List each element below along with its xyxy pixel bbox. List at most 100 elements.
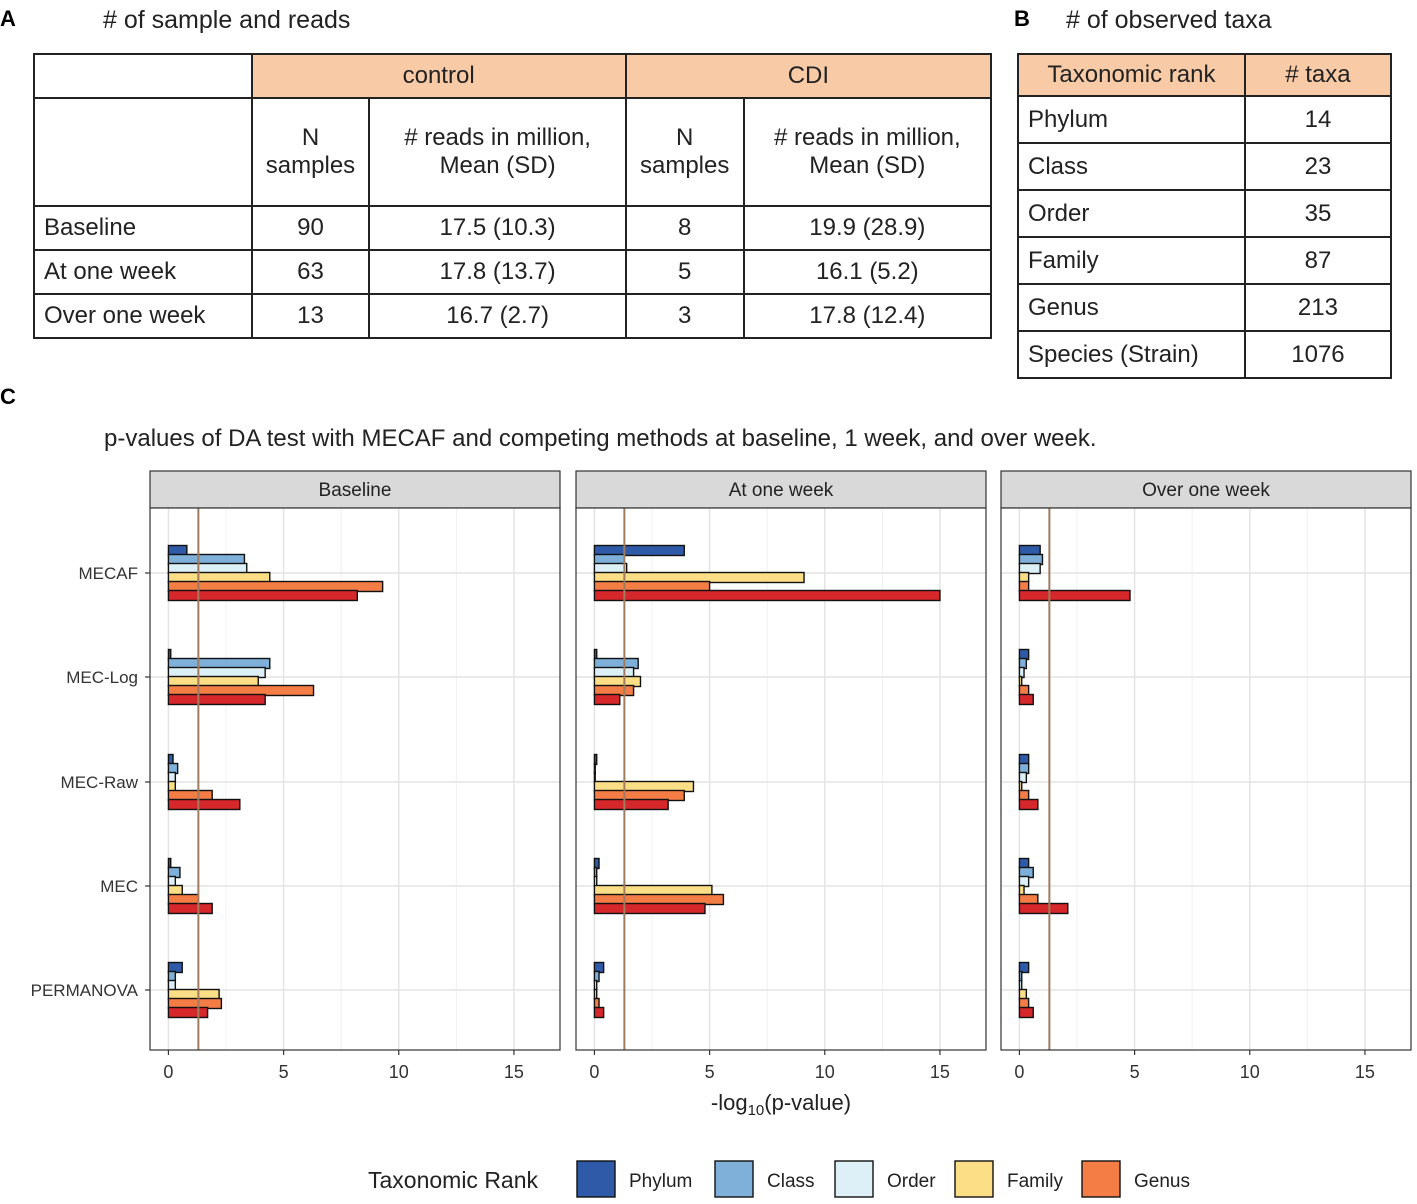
facet-title: At one week xyxy=(729,480,834,501)
cell-cdi-reads: 19.9 (28.9) xyxy=(742,205,993,251)
cell-control-reads: 17.5 (10.3) xyxy=(368,205,627,251)
bar-mecaf-species xyxy=(1018,589,1131,602)
cell-control-n: 90 xyxy=(250,205,371,251)
bar-permanova-phylum xyxy=(1018,961,1030,974)
cell-control-n: 13 xyxy=(250,293,371,339)
bar-permanova-species xyxy=(1018,1006,1034,1019)
x-tick-label: 15 xyxy=(504,1062,524,1082)
panel-border xyxy=(1000,507,1412,1051)
subheader-line: samples xyxy=(639,152,730,179)
subheader-line: N xyxy=(301,124,320,151)
bar-mec-log-species xyxy=(167,693,266,706)
group-header-control: control xyxy=(250,53,627,99)
bar-mec-raw-order xyxy=(1018,771,1028,784)
plot-area xyxy=(1001,508,1411,1050)
legend: Taxonomic Rank Phylum Class Order Family Genu… xyxy=(368,1160,1190,1198)
x-tick-label: 5 xyxy=(1130,1062,1140,1082)
count-cell: 87 xyxy=(1243,236,1393,285)
bar-mec-log-species xyxy=(1018,693,1034,706)
legend-label-order: Order xyxy=(887,1171,936,1192)
cell-cdi-reads: 17.8 (12.4) xyxy=(742,293,993,339)
cell-control-n: 63 xyxy=(250,249,371,295)
legend-title: Taxonomic Rank xyxy=(368,1167,539,1193)
bar-mec-log-species xyxy=(593,693,621,706)
y-tick-label: MEC-Log xyxy=(66,668,138,687)
subheader-line: Mean (SD) xyxy=(439,152,556,179)
rank-cell: Species (Strain) xyxy=(1017,330,1246,379)
cell-control-reads: 16.7 (2.7) xyxy=(368,293,627,339)
facet-title: Baseline xyxy=(319,480,392,501)
subheader-line: # reads in million, xyxy=(773,124,961,151)
rank-cell: Class xyxy=(1017,142,1246,191)
legend-swatch-order xyxy=(834,1160,874,1198)
facet-strip xyxy=(575,470,987,509)
legend-label-family: Family xyxy=(1007,1171,1063,1192)
bar-mec-species xyxy=(167,902,213,915)
facet-baseline: Baseline 0 5 10 15 xyxy=(149,470,561,1082)
bar-permanova-species xyxy=(167,1006,209,1019)
panel-c-letter: C xyxy=(0,384,16,409)
cell-control-reads: 17.8 (13.7) xyxy=(368,249,627,295)
count-cell: 213 xyxy=(1243,283,1393,332)
taxa-table: Taxonomic rank # taxa Phylum 14 Class 23 O… xyxy=(1017,53,1393,379)
count-cell: 14 xyxy=(1243,95,1393,144)
panel-b-letter: B xyxy=(1014,6,1030,31)
bar-mecaf-phylum xyxy=(593,544,685,557)
y-tick-label: PERMANOVA xyxy=(31,981,139,1000)
legend-label-class: Class xyxy=(767,1171,815,1192)
cell-cdi-n: 5 xyxy=(624,249,745,295)
header-taxa-count: # taxa xyxy=(1243,53,1393,97)
table-row: Phylum 14 xyxy=(1017,95,1393,144)
table-row: Baseline 90 17.5 (10.3) 8 19.9 (28.9) xyxy=(33,205,993,251)
x-tick-label: 0 xyxy=(1014,1062,1024,1082)
cell-cdi-reads: 16.1 (5.2) xyxy=(742,249,993,295)
x-tick-label: 15 xyxy=(1355,1062,1375,1082)
corner-cell-2 xyxy=(33,97,253,207)
cell-cdi-n: 8 xyxy=(624,205,745,251)
x-tick-label: 0 xyxy=(163,1062,173,1082)
bar-permanova-species xyxy=(593,1006,605,1019)
table-row: Genus 213 xyxy=(1017,283,1393,332)
bar-mec-species xyxy=(1018,902,1069,915)
legend-label-genus: Genus xyxy=(1134,1171,1190,1192)
count-cell: 35 xyxy=(1243,189,1393,238)
rank-cell: Family xyxy=(1017,236,1246,285)
group-header-cdi: CDI xyxy=(624,53,993,99)
table-row: Species (Strain) 1076 xyxy=(1017,330,1393,379)
facet-at-one-week: At one week 0 5 10 15 xyxy=(575,470,987,1082)
x-tick-label: 0 xyxy=(589,1062,599,1082)
y-tick-label: MEC xyxy=(100,877,138,896)
subheader-line: Mean (SD) xyxy=(809,152,926,179)
rank-cell: Genus xyxy=(1017,283,1246,332)
subheader-reads: # reads in million, Mean (SD) xyxy=(742,97,993,207)
corner-cell xyxy=(33,53,253,99)
bar-mec-raw-species xyxy=(1018,798,1039,811)
row-label: Over one week xyxy=(33,293,253,339)
table-row: Over one week 13 16.7 (2.7) 3 17.8 (12.4… xyxy=(33,293,993,339)
subheader-reads: # reads in million, Mean (SD) xyxy=(368,97,627,207)
panel-b-heading: # of observed taxa xyxy=(1066,6,1272,34)
subheader-line: samples xyxy=(265,152,356,179)
table-row: At one week 63 17.8 (13.7) 5 16.1 (5.2) xyxy=(33,249,993,295)
count-cell: 1076 xyxy=(1243,330,1393,379)
bar-mecaf-species xyxy=(593,589,941,602)
bar-mecaf-order xyxy=(1018,562,1041,575)
x-tick-label: 10 xyxy=(389,1062,409,1082)
x-tick-label: 5 xyxy=(279,1062,289,1082)
facet-strip xyxy=(1000,470,1412,509)
bar-mec-raw-species xyxy=(593,798,669,811)
x-tick-label: 10 xyxy=(1240,1062,1260,1082)
subheader-line: N xyxy=(676,124,694,151)
count-cell: 23 xyxy=(1243,142,1393,191)
x-tick-label: 5 xyxy=(705,1062,715,1082)
x-tick-label: 10 xyxy=(815,1062,835,1082)
y-tick-label: MEC-Raw xyxy=(61,773,139,792)
facet-over-one-week: Over one week 0 5 10 15 xyxy=(1000,470,1412,1082)
x-axis-label: -log10(p-value) xyxy=(711,1090,851,1119)
table-row: Order 35 xyxy=(1017,189,1393,238)
